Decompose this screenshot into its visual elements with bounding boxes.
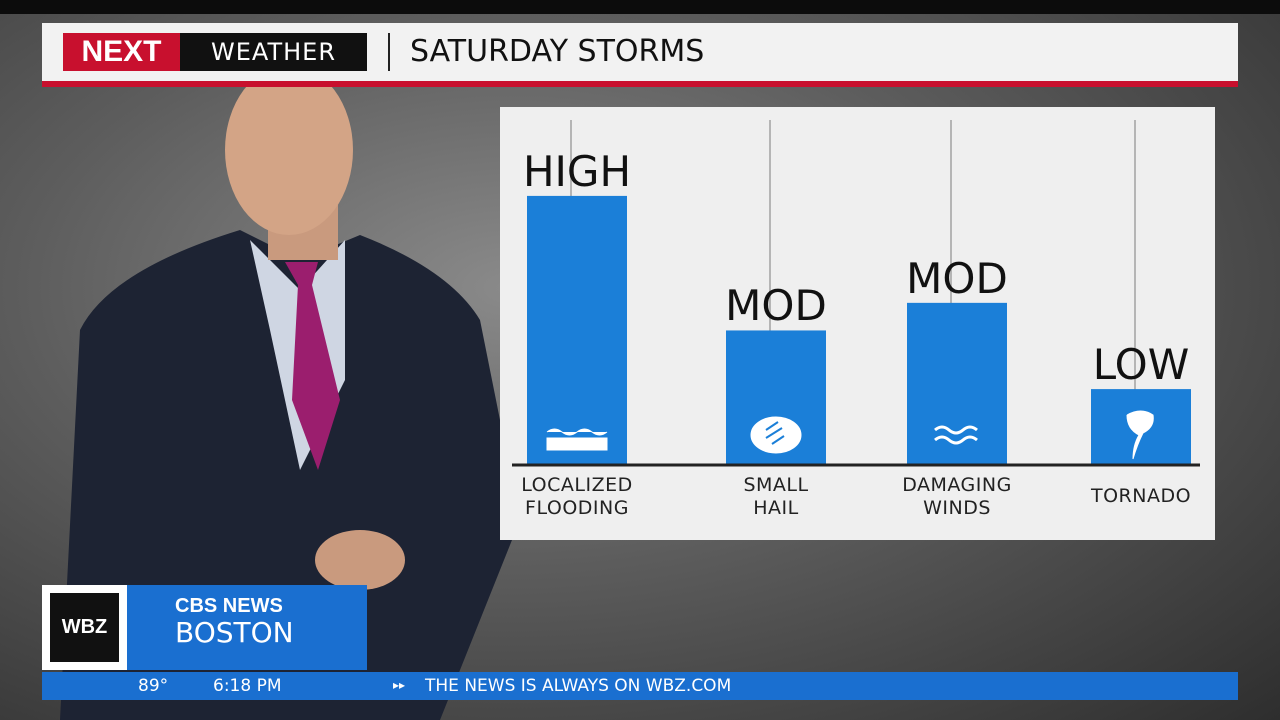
hazard-icon — [750, 416, 802, 454]
logo-next: NEXT — [63, 33, 180, 71]
logo-weather: WEATHER — [180, 33, 367, 71]
header-divider — [388, 33, 390, 71]
network: CBS NEWS — [175, 595, 283, 617]
risk-level: MOD — [725, 281, 827, 331]
ticker-arrows: ▸▸ — [393, 678, 406, 692]
hazard-icon — [1126, 410, 1154, 460]
risk-level: HIGH — [522, 146, 632, 196]
bar — [527, 195, 627, 465]
header-rule — [42, 81, 1238, 87]
bar — [907, 302, 1007, 465]
chart-title: SATURDAY STORMS — [410, 34, 705, 69]
call-sign: WBZ — [50, 593, 119, 662]
hazard-icon — [934, 425, 978, 445]
city: BOSTON — [175, 616, 294, 649]
network-box — [127, 585, 367, 670]
category-label: DAMAGING WINDS — [902, 474, 1012, 519]
category-label: SMALL HAIL — [743, 474, 809, 519]
ticker-message: THE NEWS IS ALWAYS ON WBZ.COM — [425, 676, 732, 696]
risk-level: LOW — [1092, 340, 1190, 390]
risk-level: MOD — [906, 253, 1008, 303]
hazard-icon — [546, 428, 608, 451]
ticker-bar — [42, 672, 1238, 700]
time: 6:18 PM — [213, 676, 282, 696]
temperature: 89° — [138, 676, 169, 696]
category-label: LOCALIZED FLOODING — [521, 474, 633, 519]
hail-streaks — [765, 421, 785, 445]
top-border — [0, 0, 1280, 14]
category-label: TORNADO — [1090, 485, 1192, 507]
